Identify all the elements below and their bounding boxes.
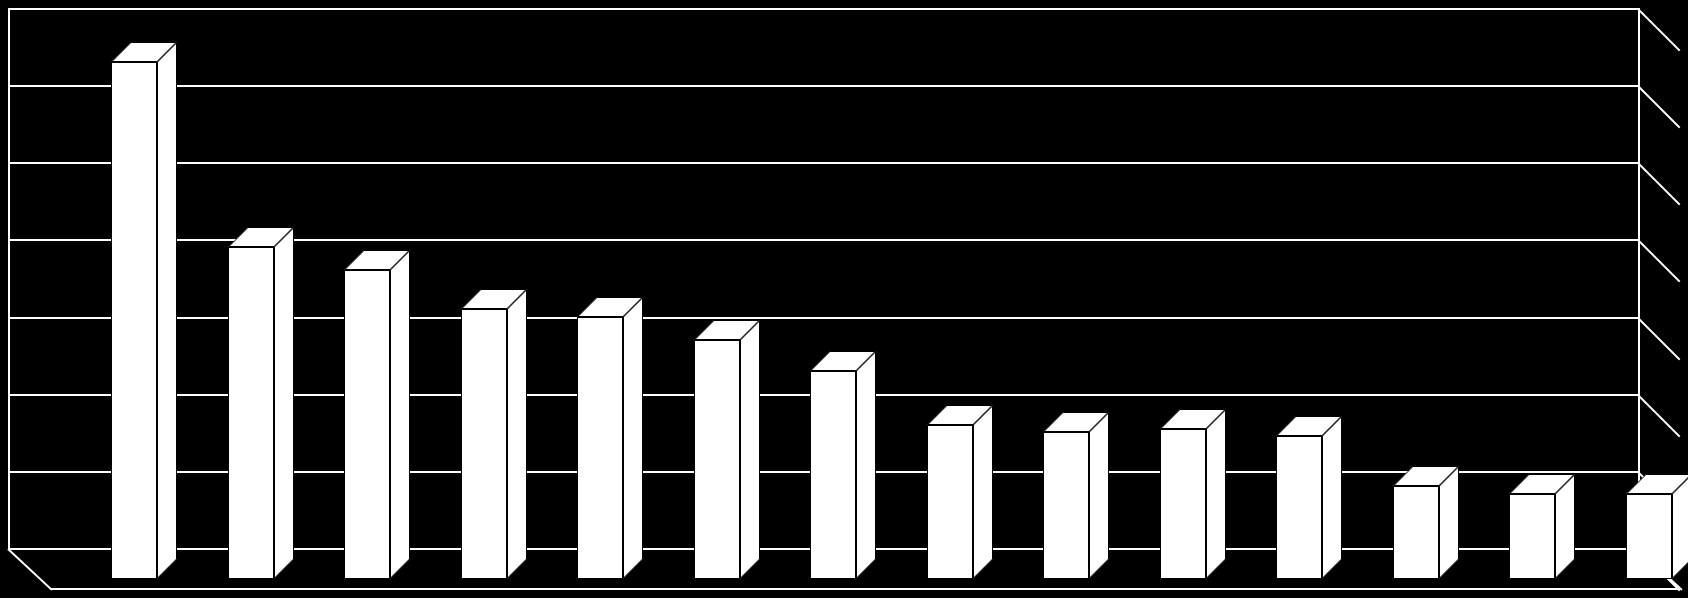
bar-side	[1322, 416, 1342, 579]
bar-front	[461, 309, 507, 579]
bar-front	[1276, 436, 1322, 579]
bar-front	[344, 270, 390, 579]
bar-front	[694, 340, 740, 579]
bar	[461, 309, 507, 579]
bar-front	[1160, 429, 1206, 579]
bar	[111, 62, 157, 579]
bar	[694, 340, 740, 579]
plot-area	[8, 8, 1680, 590]
bar	[1043, 432, 1089, 579]
bar-side	[973, 405, 993, 579]
bar-front	[1043, 432, 1089, 579]
bar	[1393, 486, 1439, 579]
bar	[344, 270, 390, 579]
bar-front	[1393, 486, 1439, 579]
bar-side	[507, 289, 527, 579]
bar	[810, 371, 856, 579]
bar-side	[623, 297, 643, 579]
bar	[1276, 436, 1322, 579]
bar	[577, 317, 623, 579]
bar-side	[274, 227, 294, 579]
bar-front	[810, 371, 856, 579]
bar-front	[1509, 494, 1555, 579]
bar-side	[856, 351, 876, 579]
bars-group	[8, 8, 1680, 590]
bar-front	[228, 247, 274, 579]
bar-side	[157, 42, 177, 579]
bar-side	[390, 250, 410, 579]
bar	[1509, 494, 1555, 579]
bar	[1160, 429, 1206, 579]
bar	[1626, 494, 1672, 579]
bar-front	[927, 425, 973, 579]
bar-side	[740, 320, 760, 579]
bar-side	[1206, 409, 1226, 579]
bar-chart-3d	[8, 8, 1680, 590]
bar	[228, 247, 274, 579]
bar-front	[111, 62, 157, 579]
bar-side	[1089, 412, 1109, 579]
bar-front	[577, 317, 623, 579]
bar-front	[1626, 494, 1672, 579]
bar	[927, 425, 973, 579]
